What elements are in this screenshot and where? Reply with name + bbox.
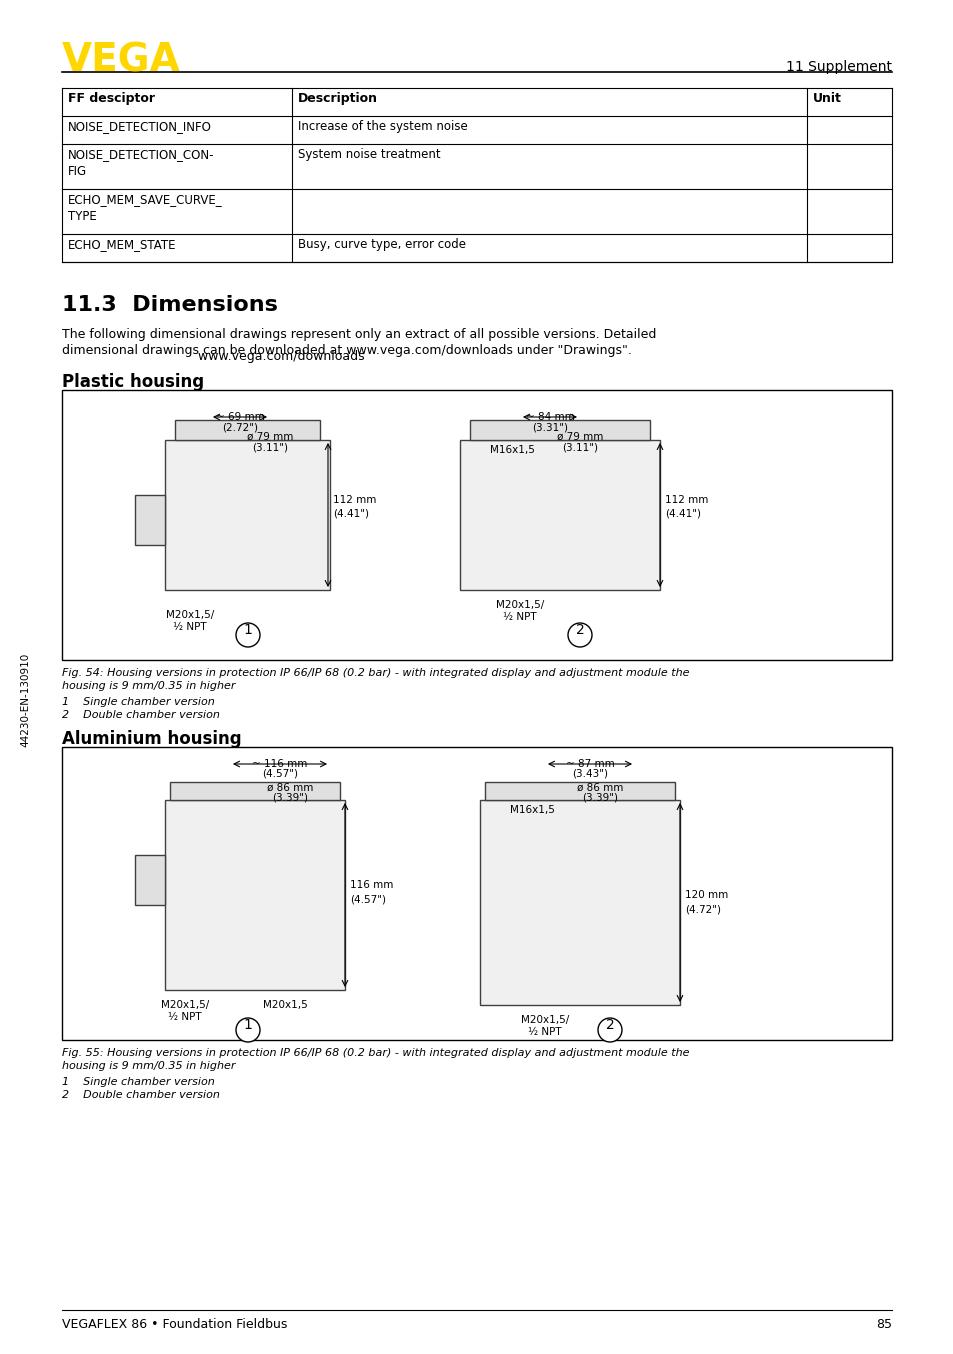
Text: ½ NPT: ½ NPT (528, 1026, 561, 1037)
Text: M20x1,5/: M20x1,5/ (166, 611, 213, 620)
Text: (4.57"): (4.57") (262, 769, 297, 779)
Text: Busy, curve type, error code: Busy, curve type, error code (297, 238, 465, 250)
Text: FF desciptor: FF desciptor (68, 92, 154, 106)
Text: (3.11"): (3.11") (561, 441, 598, 452)
Bar (470, 420, 649, 440)
Bar (170, 783, 339, 800)
Text: 120 mm: 120 mm (684, 890, 727, 900)
Text: (3.43"): (3.43") (572, 769, 607, 779)
Text: Unit: Unit (812, 92, 841, 106)
Text: 2    Double chamber version: 2 Double chamber version (62, 709, 219, 720)
Text: (4.41"): (4.41") (333, 509, 369, 519)
Text: ~ 69 mm: ~ 69 mm (215, 412, 264, 422)
Text: ECHO_MEM_STATE: ECHO_MEM_STATE (68, 238, 176, 250)
Bar (135, 496, 165, 546)
Text: (3.31"): (3.31") (532, 422, 567, 432)
Text: ø 79 mm: ø 79 mm (557, 432, 602, 441)
Text: M20x1,5/: M20x1,5/ (496, 600, 543, 611)
Text: (4.41"): (4.41") (664, 509, 700, 519)
Text: Plastic housing: Plastic housing (62, 372, 204, 391)
Text: 116 mm: 116 mm (350, 880, 393, 890)
Text: Increase of the system noise: Increase of the system noise (297, 121, 467, 133)
Bar (174, 420, 319, 440)
Text: System noise treatment: System noise treatment (297, 148, 440, 161)
Text: VEGAFLEX 86 • Foundation Fieldbus: VEGAFLEX 86 • Foundation Fieldbus (62, 1317, 287, 1331)
Text: (2.72"): (2.72") (222, 422, 257, 432)
Text: (4.72"): (4.72") (684, 904, 720, 914)
Text: www.vega.com/downloads: www.vega.com/downloads (62, 349, 364, 363)
Text: ø 79 mm: ø 79 mm (247, 432, 293, 441)
Text: 1    Single chamber version: 1 Single chamber version (62, 697, 214, 707)
Bar (165, 440, 330, 590)
Text: 112 mm: 112 mm (664, 496, 708, 505)
Text: 85: 85 (875, 1317, 891, 1331)
Text: 1: 1 (243, 623, 253, 636)
Text: ø 86 mm: ø 86 mm (577, 783, 622, 793)
Text: The following dimensional drawings represent only an extract of all possible ver: The following dimensional drawings repre… (62, 328, 656, 341)
Text: ~ 116 mm: ~ 116 mm (252, 760, 308, 769)
Text: M16x1,5: M16x1,5 (490, 445, 535, 455)
Text: 2    Double chamber version: 2 Double chamber version (62, 1090, 219, 1099)
Text: ECHO_MEM_SAVE_CURVE_
TYPE: ECHO_MEM_SAVE_CURVE_ TYPE (68, 194, 222, 223)
Text: housing is 9 mm/0.35 in higher: housing is 9 mm/0.35 in higher (62, 1062, 235, 1071)
Text: 11 Supplement: 11 Supplement (785, 60, 891, 74)
Circle shape (235, 623, 260, 647)
Text: 44230-EN-130910: 44230-EN-130910 (20, 653, 30, 747)
Text: ~ 84 mm: ~ 84 mm (525, 412, 574, 422)
Bar (135, 854, 165, 904)
Circle shape (598, 1018, 621, 1043)
Text: M20x1,5/: M20x1,5/ (161, 1001, 209, 1010)
Text: 2: 2 (575, 623, 584, 636)
Bar (459, 440, 659, 590)
Text: (3.39"): (3.39") (581, 793, 618, 803)
Text: ø 86 mm: ø 86 mm (267, 783, 313, 793)
Text: M20x1,5: M20x1,5 (262, 1001, 307, 1010)
Text: 2: 2 (605, 1018, 614, 1032)
Text: M16x1,5: M16x1,5 (510, 806, 555, 815)
Text: (4.57"): (4.57") (350, 894, 386, 904)
Bar (479, 800, 679, 1005)
Bar (484, 783, 675, 800)
Text: dimensional drawings can be downloaded at www.vega.com/downloads under "Drawings: dimensional drawings can be downloaded a… (62, 344, 631, 357)
Text: Fig. 55: Housing versions in protection IP 66/IP 68 (0.2 bar) - with integrated : Fig. 55: Housing versions in protection … (62, 1048, 689, 1057)
Text: ½ NPT: ½ NPT (502, 612, 537, 621)
Text: Description: Description (297, 92, 377, 106)
Text: ½ NPT: ½ NPT (168, 1011, 202, 1022)
Bar (62, 390, 891, 659)
Text: 1    Single chamber version: 1 Single chamber version (62, 1076, 214, 1087)
Text: housing is 9 mm/0.35 in higher: housing is 9 mm/0.35 in higher (62, 681, 235, 691)
Text: ~ 87 mm: ~ 87 mm (565, 760, 614, 769)
Text: Fig. 54: Housing versions in protection IP 66/IP 68 (0.2 bar) - with integrated : Fig. 54: Housing versions in protection … (62, 668, 689, 678)
Text: (3.11"): (3.11") (252, 441, 288, 452)
Text: ½ NPT: ½ NPT (173, 621, 207, 632)
Text: 112 mm: 112 mm (333, 496, 376, 505)
Circle shape (567, 623, 592, 647)
Text: VEGA: VEGA (62, 42, 180, 80)
Text: Aluminium housing: Aluminium housing (62, 730, 241, 747)
Text: 11.3  Dimensions: 11.3 Dimensions (62, 295, 277, 315)
Bar (62, 747, 891, 1040)
Text: NOISE_DETECTION_CON-
FIG: NOISE_DETECTION_CON- FIG (68, 148, 214, 177)
Circle shape (235, 1018, 260, 1043)
Bar (165, 800, 345, 990)
Text: 1: 1 (243, 1018, 253, 1032)
Text: NOISE_DETECTION_INFO: NOISE_DETECTION_INFO (68, 121, 212, 133)
Text: (3.39"): (3.39") (272, 793, 308, 803)
Text: M20x1,5/: M20x1,5/ (520, 1016, 569, 1025)
